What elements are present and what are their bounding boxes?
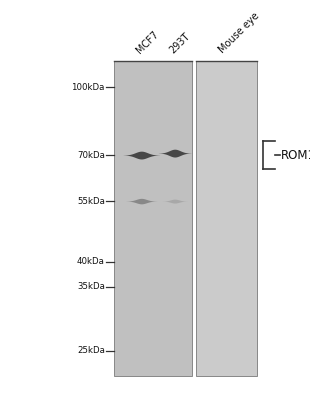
Text: 35kDa: 35kDa [77,282,105,292]
Text: 293T: 293T [168,31,192,55]
Text: MCF7: MCF7 [134,29,161,55]
Bar [196,61,257,376]
Text: 55kDa: 55kDa [77,196,105,206]
Bar [114,61,192,376]
Text: 100kDa: 100kDa [72,83,105,92]
Text: 70kDa: 70kDa [77,150,105,160]
Text: 40kDa: 40kDa [77,257,105,266]
Text: ROM1: ROM1 [281,148,310,162]
Text: 25kDa: 25kDa [77,346,105,356]
Text: Mouse eye: Mouse eye [217,11,261,55]
